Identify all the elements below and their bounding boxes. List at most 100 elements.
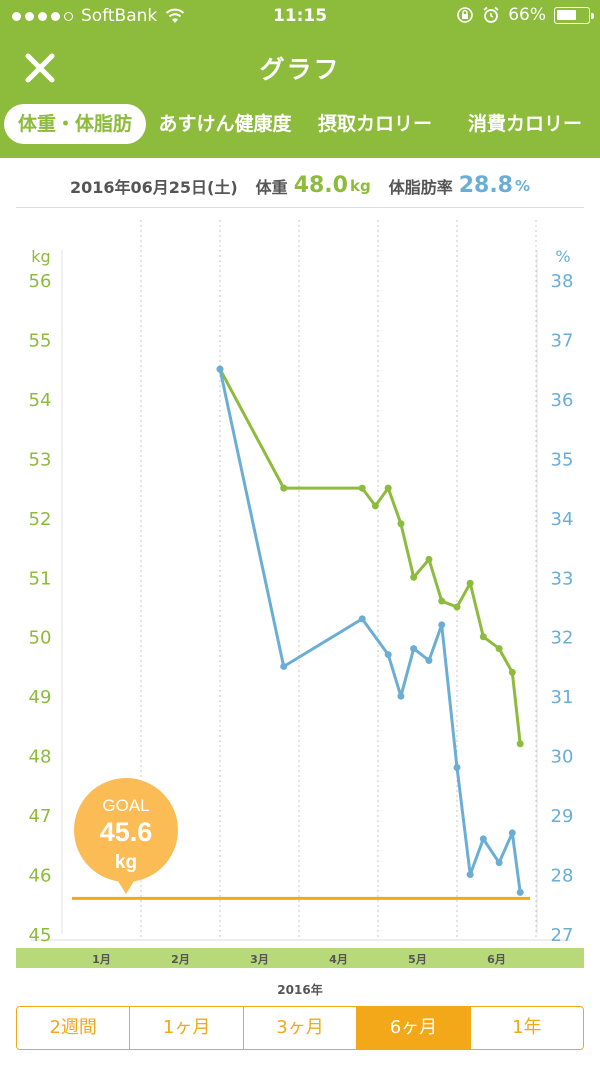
month-axis-band [16, 948, 584, 968]
month-tick-label: 3月 [250, 953, 269, 966]
left-tick-label: 46 [29, 866, 52, 887]
weight-data-point [516, 740, 524, 748]
weight-data-point [508, 668, 516, 676]
weight-value: 48.0 [293, 173, 348, 198]
weight-series-line [218, 368, 522, 744]
goal-badge-pointer [116, 878, 136, 894]
right-tick-label: 34 [551, 509, 574, 530]
wifi-icon [166, 8, 185, 23]
weight-data-point [466, 579, 474, 587]
bodyfat-data-point [508, 829, 516, 837]
signal-and-carrier: SoftBank [12, 6, 185, 26]
month-tick-label: 1月 [92, 953, 111, 966]
signal-dot-icon [12, 11, 21, 21]
weight-data-point [280, 484, 288, 492]
header-bar: SoftBank 11:15 66% [0, 0, 600, 158]
weight-data-point [438, 597, 446, 605]
battery-fill [557, 9, 576, 20]
bodyfat-data-point [216, 365, 224, 373]
right-tick-label: 38 [551, 271, 574, 292]
left-tick-label: 49 [29, 687, 52, 708]
month-tick-label: 4月 [329, 953, 348, 966]
battery-percent: 66% [508, 5, 546, 25]
month-tick-label: 2月 [171, 953, 190, 966]
left-tick-label: 51 [29, 568, 52, 589]
bodyfat-data-point [384, 651, 392, 659]
goal-badge [74, 778, 178, 882]
bodyfat-series-line [218, 368, 522, 893]
left-tick-label: 56 [29, 271, 52, 292]
bodyfat-data-point [495, 859, 503, 867]
right-tick-label: 30 [551, 747, 574, 768]
weight-unit: kg [349, 176, 371, 195]
left-tick-label: 50 [29, 628, 52, 649]
bodyfat-value: 28.8 [458, 173, 513, 198]
left-tick-label: 45 [29, 925, 52, 946]
period-selector: 2週間 1ヶ月 3ヶ月 6ヶ月 1年 [16, 1006, 584, 1050]
right-tick-label: 32 [551, 628, 574, 649]
bodyfat-data-point [397, 692, 405, 700]
left-tick-label: 55 [29, 330, 52, 351]
bodyfat-data-point [479, 835, 487, 843]
weight-data-point [397, 520, 405, 528]
status-right: 66% [456, 5, 594, 25]
bodyfat-data-point [425, 657, 433, 665]
alarm-icon [483, 6, 499, 23]
weight-data-point [453, 603, 461, 611]
right-tick-label: 31 [551, 687, 574, 708]
tab-burned-calories[interactable]: 消費カロリー [467, 113, 582, 135]
signal-dot-empty-icon [64, 11, 73, 21]
right-tick-label: 28 [551, 866, 574, 887]
signal-dot-icon [38, 11, 47, 21]
bodyfat-data-point [410, 645, 418, 653]
goal-badge-value: 45.6 [100, 817, 153, 847]
weight-data-point [479, 633, 487, 641]
weight-bodyfat-chart[interactable]: kg % 56 55 54 53 52 51 50 49 48 47 46 45 38 37 36 35 34 33 3… [0, 210, 600, 1000]
bodyfat-data-point [438, 621, 446, 629]
month-tick-label: 6月 [487, 953, 506, 966]
right-tick-label: 35 [551, 449, 574, 470]
year-label: 2016年 [277, 982, 322, 997]
nav-bar: グラフ [0, 34, 600, 98]
bodyfat-data-point [280, 662, 288, 670]
status-time: 11:15 [272, 6, 328, 26]
bodyfat-data-point [466, 871, 474, 879]
period-1month-button[interactable]: 1ヶ月 [130, 1007, 244, 1049]
tab-bar: 体重・体脂肪 あすけん健康度 摂取カロリー 消費カロリー [0, 100, 600, 150]
weight-data-point [371, 502, 379, 510]
goal-badge-label: GOAL [102, 796, 149, 815]
selected-date: 2016年06月25日(土) [69, 177, 238, 197]
weight-data-point [410, 573, 418, 581]
month-tick-label: 5月 [408, 953, 427, 966]
left-axis-unit: kg [31, 247, 50, 266]
weight-data-point [495, 645, 503, 653]
weight-label: 体重 [255, 177, 288, 197]
rotation-lock-icon [457, 7, 474, 23]
period-6months-button[interactable]: 6ヶ月 [357, 1007, 471, 1049]
signal-dot-icon [51, 11, 60, 21]
page-title: グラフ [259, 55, 341, 84]
left-tick-label: 54 [29, 390, 52, 411]
right-tick-label: 29 [551, 806, 574, 827]
tab-asken-health[interactable]: あすけん健康度 [158, 113, 292, 135]
battery-tip [591, 12, 594, 19]
tab-weight-bodyfat[interactable]: 体重・体脂肪 [4, 104, 146, 144]
left-tick-label: 48 [29, 747, 52, 768]
period-2weeks-button[interactable]: 2週間 [17, 1007, 131, 1049]
period-3months-button[interactable]: 3ヶ月 [243, 1007, 358, 1049]
carrier-name: SoftBank [81, 6, 158, 26]
bodyfat-data-point [453, 764, 461, 772]
signal-dot-icon [25, 11, 34, 21]
period-1year-button[interactable]: 1年 [470, 1007, 583, 1049]
left-tick-label: 47 [29, 806, 52, 827]
bodyfat-data-point [516, 888, 524, 896]
bodyfat-data-point [358, 615, 366, 623]
close-icon[interactable] [20, 48, 60, 88]
battery-icon [554, 6, 594, 24]
selected-day-info: 2016年06月25日(土) 体重 48.0 kg 体脂肪率 28.8 % [16, 164, 584, 208]
right-tick-label: 37 [551, 330, 574, 351]
weight-data-point [425, 555, 433, 563]
goal-badge-unit: kg [115, 852, 137, 873]
tab-intake-calories[interactable]: 摂取カロリー [317, 113, 432, 135]
bodyfat-unit: % [514, 176, 531, 195]
